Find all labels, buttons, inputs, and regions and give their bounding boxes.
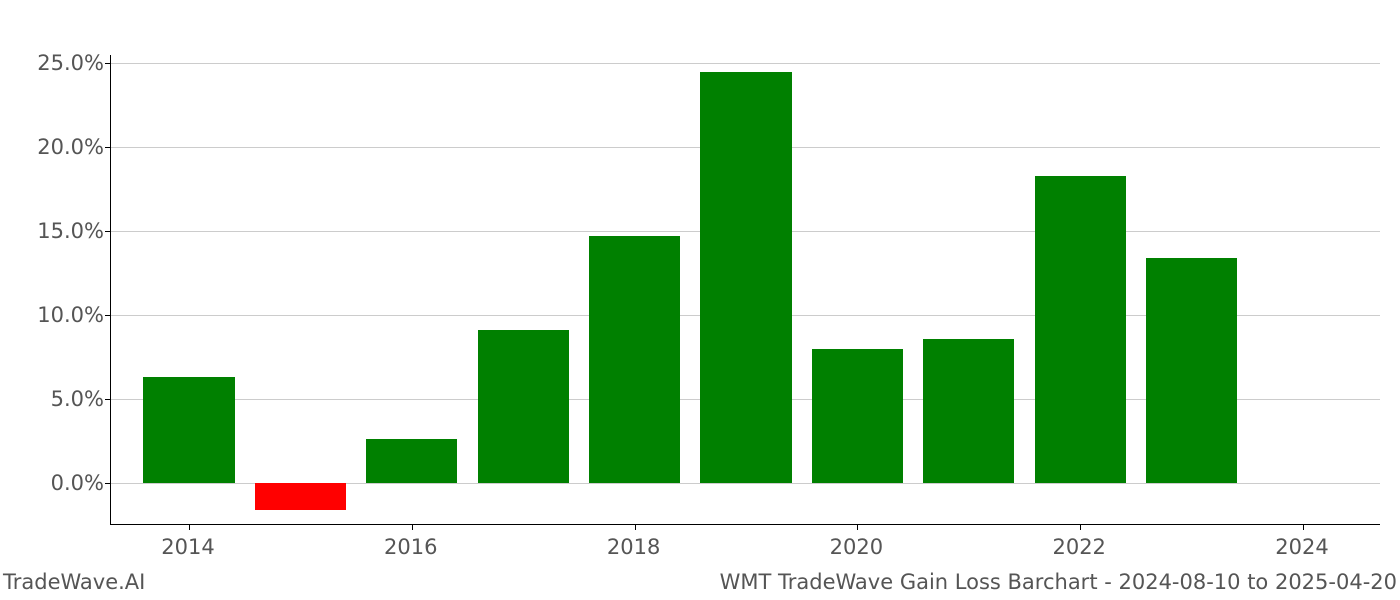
x-tick-mark (189, 524, 190, 530)
x-tick-mark (412, 524, 413, 530)
bar (366, 439, 457, 483)
y-tick-label: 20.0% (37, 135, 104, 159)
x-tick-label: 2020 (830, 535, 883, 559)
bar (1146, 258, 1237, 483)
x-tick-label: 2018 (607, 535, 660, 559)
y-tick-mark (105, 63, 111, 64)
bar (923, 339, 1014, 483)
y-tick-label: 10.0% (37, 303, 104, 327)
bar (812, 349, 903, 483)
bar (255, 483, 346, 510)
y-tick-mark (105, 231, 111, 232)
y-tick-mark (105, 483, 111, 484)
y-tick-label: 15.0% (37, 219, 104, 243)
x-tick-mark (857, 524, 858, 530)
x-tick-label: 2014 (161, 535, 214, 559)
grid-line (111, 63, 1380, 64)
bar (700, 72, 791, 483)
y-tick-mark (105, 315, 111, 316)
x-tick-label: 2016 (384, 535, 437, 559)
x-tick-label: 2022 (1052, 535, 1105, 559)
x-tick-mark (635, 524, 636, 530)
y-tick-mark (105, 147, 111, 148)
footer-right-text: WMT TradeWave Gain Loss Barchart - 2024-… (720, 570, 1397, 594)
y-tick-label: 0.0% (51, 471, 104, 495)
bar (589, 236, 680, 483)
x-tick-mark (1303, 524, 1304, 530)
bar (1035, 176, 1126, 483)
bar (478, 330, 569, 483)
footer-left-text: TradeWave.AI (3, 570, 145, 594)
x-tick-label: 2024 (1275, 535, 1328, 559)
x-tick-mark (1080, 524, 1081, 530)
bar (143, 377, 234, 483)
chart-plot-area (110, 55, 1380, 525)
y-tick-label: 5.0% (51, 387, 104, 411)
y-tick-mark (105, 399, 111, 400)
y-tick-label: 25.0% (37, 51, 104, 75)
